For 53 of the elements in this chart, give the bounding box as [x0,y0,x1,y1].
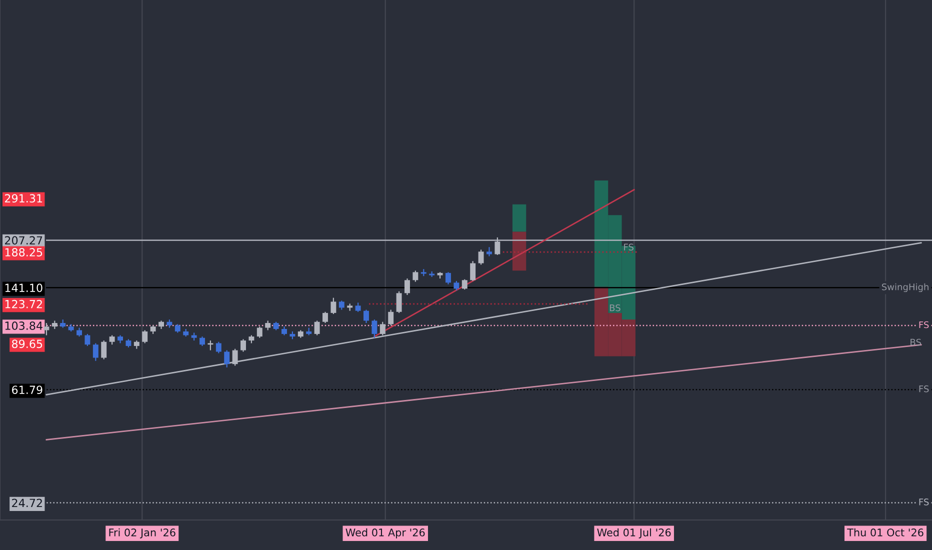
candlestick [372,319,378,338]
annotation: FS [624,244,634,250]
candlestick [388,309,394,326]
y-tick-label: 207.27 [4,236,42,245]
x-tick-label: Wed 01 Jul '26 [597,528,671,538]
candlestick [404,278,410,296]
y-tick-label: 123.72 [5,300,42,308]
candlestick [84,333,90,347]
x-tick-label: Wed 01 Apr '26 [346,528,425,538]
candlestick [265,320,271,331]
candlestick [200,336,205,347]
y-tick-label: 188.25 [5,248,42,256]
y-tick-label: 61.79 [12,386,42,394]
y-tick-label: 103.84 [5,322,42,330]
candlestick [478,249,484,266]
y-tick-label: 24.72 [12,498,42,507]
candlestick [454,280,460,291]
candlestick [216,341,222,354]
candlestick [109,334,115,346]
y-tick-label: 89.65 [12,340,42,348]
candlestick [486,246,492,257]
annotation: BS [610,304,620,312]
candlestick [380,321,386,336]
candlestick [256,326,262,338]
candlestick [338,300,344,310]
candlestick [462,278,468,290]
candlestick [330,297,336,315]
candlestick [101,340,107,360]
ref-line-label: SwingHigh [882,283,928,292]
candlestick [232,348,238,366]
ref-line-label: FS [919,385,929,392]
annotation: BS [910,338,921,346]
candlestick [224,350,230,368]
candlestick [142,330,148,344]
candlestick [446,272,451,285]
y-tick-label: 141.10 [5,284,42,292]
candlestick [396,290,402,314]
candlestick [240,338,246,352]
candlestick [44,322,50,336]
candlestick [470,260,476,282]
candlestick [208,340,214,351]
x-tick-label: Fri 02 Jan '26 [109,528,176,538]
candlestick [355,302,361,312]
candlestick [314,320,320,336]
ref-line-label: FS [919,321,929,328]
candlestick [364,309,369,324]
candlestick [412,270,418,282]
candlestick [92,342,98,362]
bar [512,204,526,232]
x-tick-label: Thu 01 Oct '26 [847,528,924,536]
candlestick [322,311,328,324]
ref-line-label: FS [919,498,929,506]
y-tick-label: 291.31 [4,194,42,203]
